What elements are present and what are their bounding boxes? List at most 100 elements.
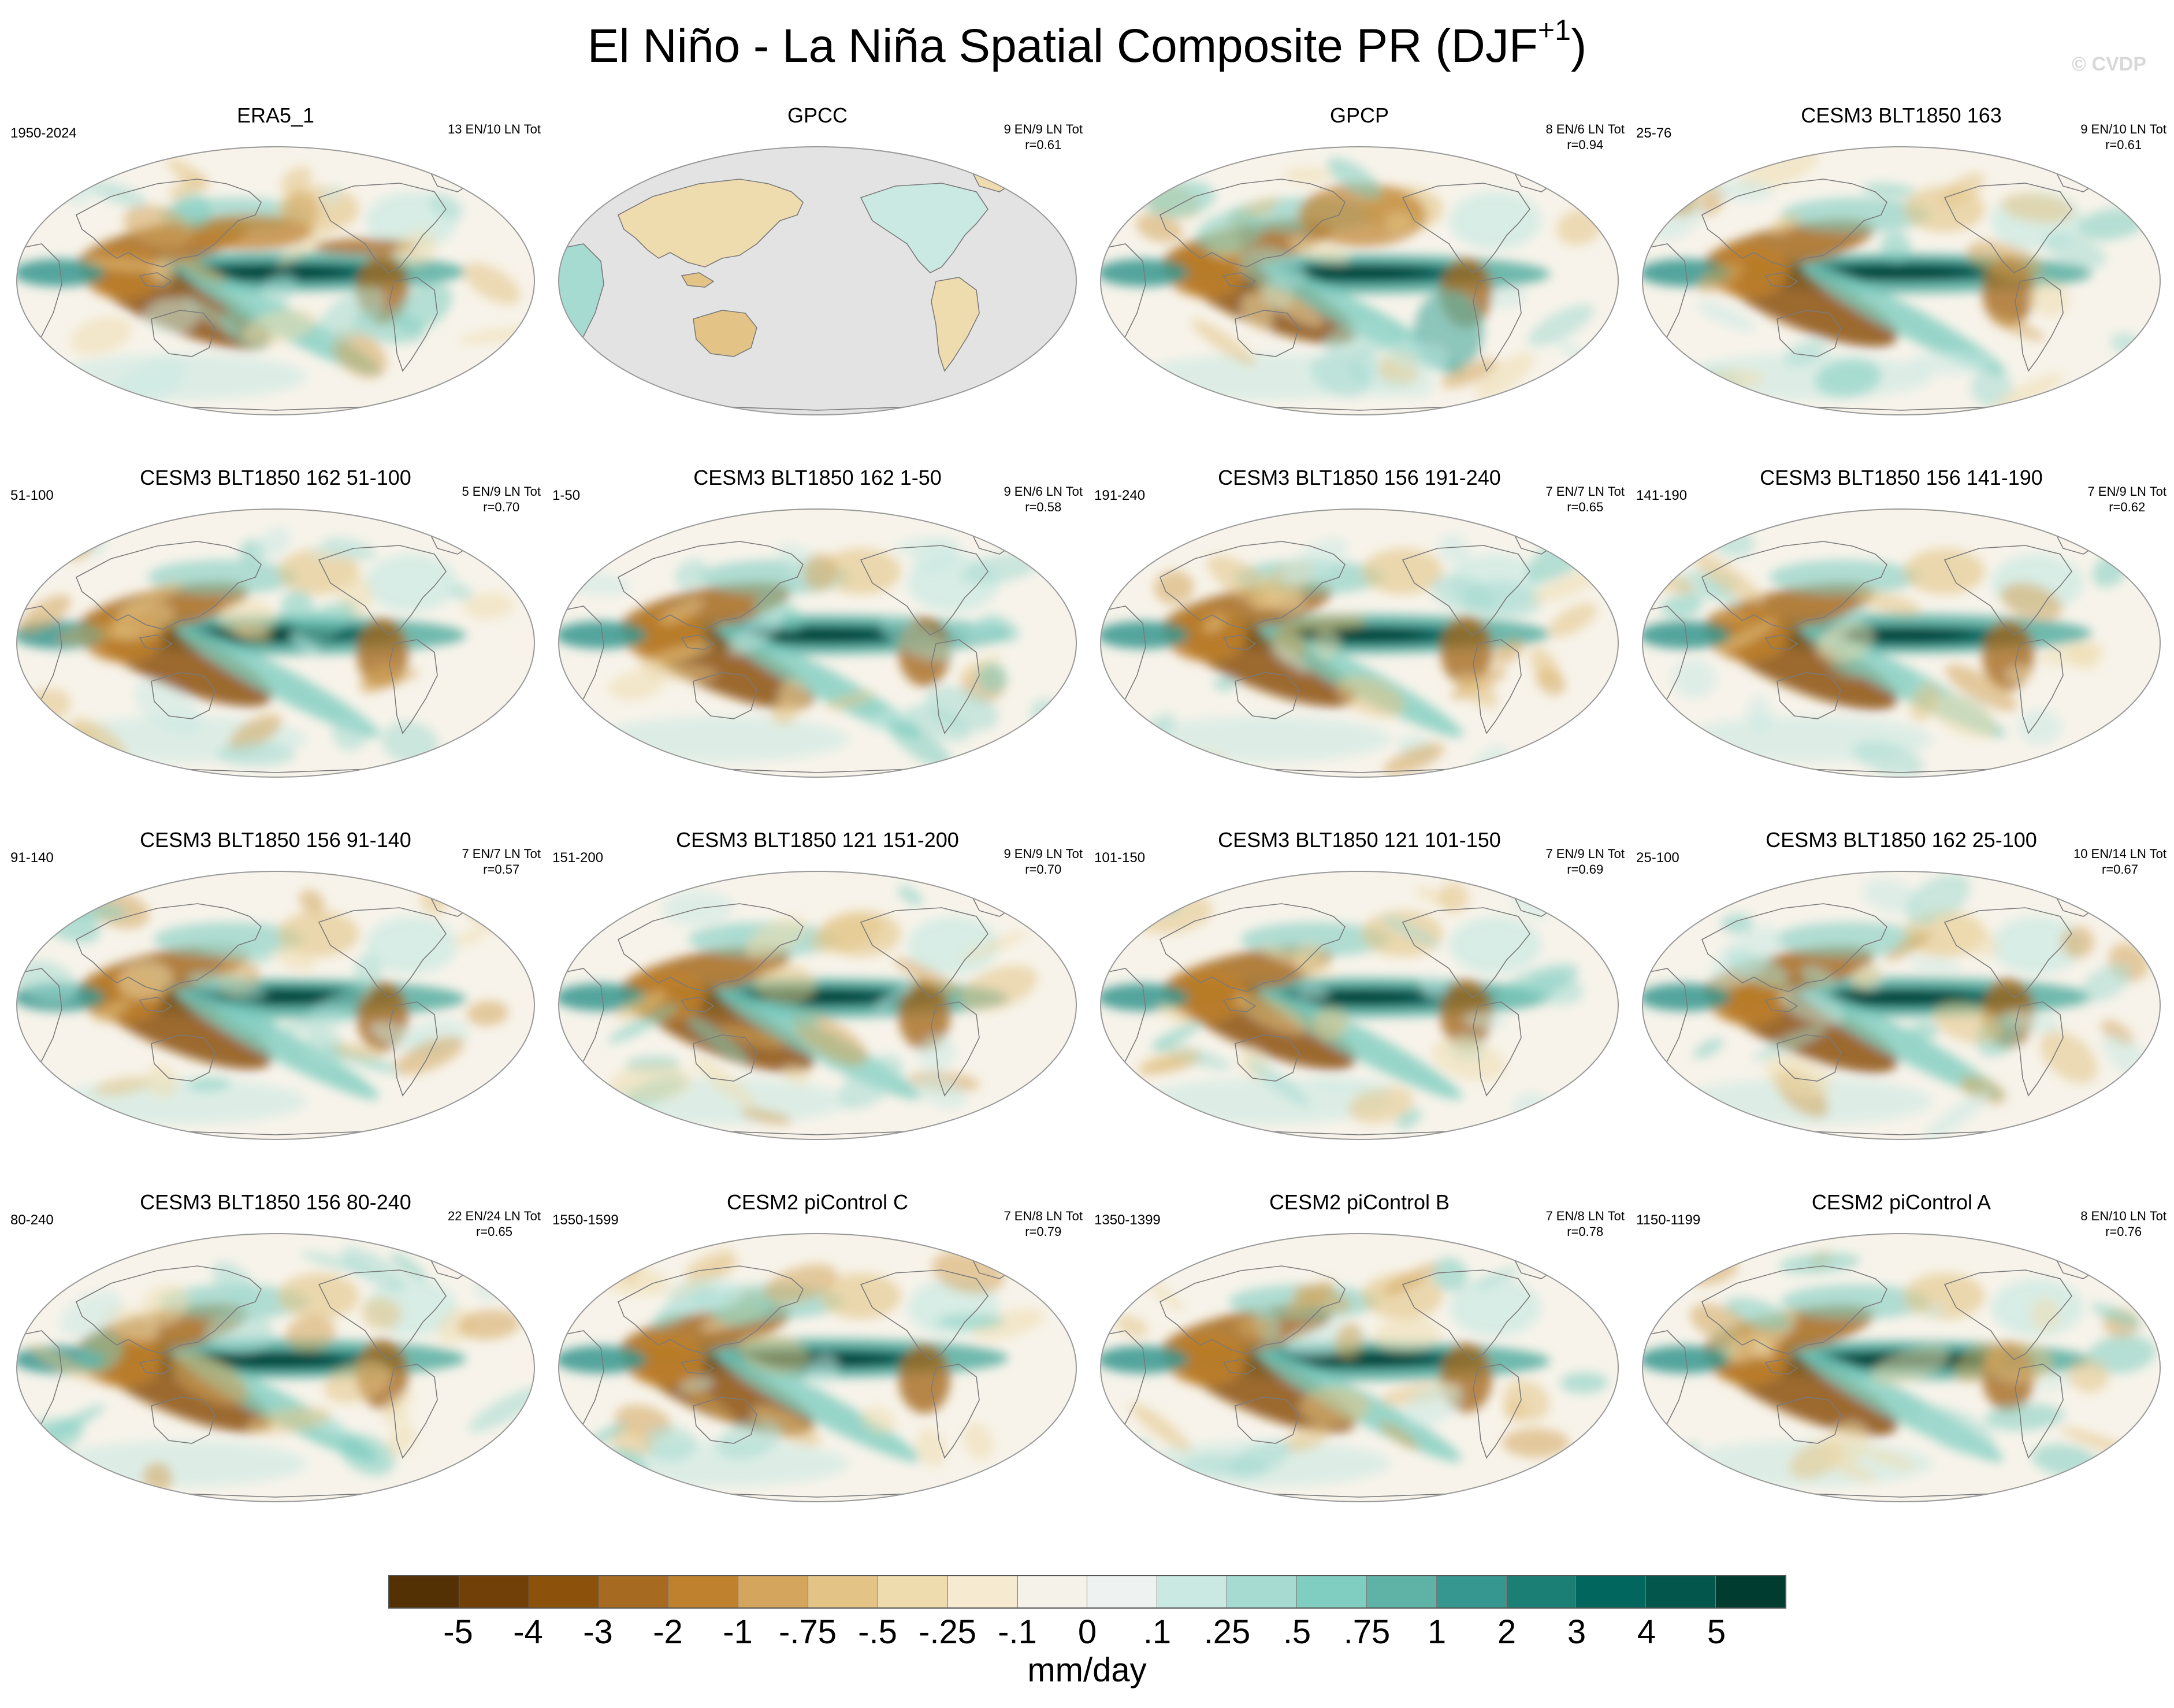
anomaly-field — [1660, 594, 1703, 618]
map-outline — [1100, 146, 1619, 415]
anomaly-field — [686, 1016, 749, 1064]
pattern-correlation: r=0.76 — [2105, 1224, 2142, 1239]
anomaly-field — [242, 309, 317, 345]
anomaly-field — [2093, 1457, 2121, 1481]
coastline — [1402, 1269, 1530, 1360]
anomaly-field — [1348, 1086, 1414, 1124]
anomaly-field — [2068, 1358, 2109, 1393]
anomaly-field — [1207, 555, 1281, 608]
panel-title: CESM3 BLT1850 162 51-100 — [140, 466, 411, 489]
anomaly-field — [88, 180, 147, 207]
anomaly-field — [1856, 591, 1921, 615]
anomaly-field — [2031, 1297, 2060, 1331]
anomaly-field — [218, 599, 276, 638]
pattern-correlation: r=0.65 — [475, 1224, 512, 1239]
coastline — [1943, 545, 2072, 636]
anomaly-field — [313, 239, 417, 255]
anomaly-field — [1642, 621, 1731, 649]
title-close: ) — [1570, 20, 1587, 72]
anomaly-field — [763, 1264, 837, 1304]
anomaly-field — [308, 986, 373, 1020]
anomaly-field — [428, 193, 464, 220]
map-outline — [1642, 1233, 2161, 1502]
anomaly-field — [943, 620, 1002, 645]
anomaly-field — [820, 548, 901, 595]
coastline — [1222, 1359, 1257, 1375]
anomaly-field — [720, 1026, 785, 1048]
anomaly-field — [2090, 1303, 2143, 1328]
coastline — [1159, 903, 1346, 992]
anomaly-field — [1247, 1058, 1310, 1107]
panel-years: 1950-2024 — [10, 125, 77, 141]
colorbar-swatch — [1576, 1576, 1647, 1607]
coastline — [389, 639, 438, 734]
anomaly-field — [144, 299, 199, 333]
map-panel: CESM3 BLT1850 121 151-200 151-200 9 EN/9 L… — [549, 827, 1086, 1180]
anomaly-field — [1696, 300, 1756, 331]
map-panel: CESM3 BLT1850 156 91-140 91-140 7 EN/7 LN … — [7, 827, 544, 1180]
colorbar-tick-label: 3 — [1567, 1613, 1586, 1651]
anomaly-field — [1904, 548, 1985, 595]
colorbar-swatch — [1017, 1576, 1088, 1607]
anomaly-field — [1671, 659, 1717, 699]
map-panel: CESM3 BLT1850 162 1-50 1-50 9 EN/6 LN Tot r… — [549, 465, 1086, 818]
anomaly-field — [1312, 629, 1340, 658]
anomaly-field — [300, 1252, 371, 1273]
anomaly-field — [466, 1000, 509, 1026]
anomaly-field — [898, 1344, 950, 1414]
anomaly-field — [458, 1309, 521, 1340]
colorbar-swatch — [599, 1576, 669, 1607]
colorbar-swatch — [947, 1576, 1018, 1607]
anomaly-field — [907, 705, 971, 742]
anomaly-field — [2039, 643, 2105, 666]
coastline — [1701, 179, 1887, 268]
anomaly-field — [1101, 621, 1189, 649]
anomaly-field — [1449, 916, 1541, 974]
anomaly-field — [612, 1102, 638, 1130]
colorbar-tick-label: -.5 — [858, 1613, 897, 1651]
anomaly-field — [693, 1056, 757, 1109]
coastline — [1101, 1330, 1146, 1430]
anomaly-field — [595, 716, 849, 762]
anomaly-field — [1528, 304, 1594, 347]
anomaly-field — [396, 231, 437, 268]
anomaly-field — [1380, 915, 1441, 948]
coastline — [1235, 672, 1299, 719]
map-outline — [1100, 1233, 1619, 1502]
coastline — [1943, 183, 2072, 273]
anomaly-field — [961, 931, 1029, 961]
map-panel: CESM2 piControl A 1150-1199 8 EN/10 LN Tot… — [1633, 1190, 2170, 1542]
coastline — [617, 179, 804, 268]
anomaly-field — [17, 960, 78, 1003]
anomaly-field — [861, 1406, 897, 1434]
panel-stats: 7 EN/9 LN Tot r=0.69 — [1545, 846, 1625, 877]
anomaly-field — [1294, 1285, 1351, 1312]
anomaly-field — [463, 262, 521, 305]
anomaly-field — [643, 1425, 697, 1462]
anomaly-field — [324, 1360, 391, 1403]
anomaly-field — [1383, 742, 1445, 776]
coastline — [75, 1265, 262, 1354]
coastline — [1777, 672, 1841, 719]
anomaly-field — [18, 595, 72, 634]
anomaly-field — [1712, 180, 1774, 202]
anomaly-field — [1752, 1338, 1775, 1360]
anomaly-field — [1738, 149, 1820, 190]
panel-stats: 7 EN/9 LN Tot r=0.62 — [2087, 484, 2166, 515]
coastline — [389, 277, 438, 372]
anomaly-field — [874, 983, 915, 1011]
anomaly-field — [463, 592, 514, 620]
anomaly-field — [1642, 1443, 1699, 1477]
pattern-correlation: r=0.69 — [1567, 862, 1604, 877]
colorbar-tick-label: -.75 — [779, 1613, 837, 1651]
coastline — [1764, 997, 1798, 1012]
anomaly-field — [29, 1345, 96, 1382]
panel-years: 1550-1599 — [552, 1212, 619, 1228]
anomaly-field — [332, 1042, 386, 1059]
anomaly-field — [608, 671, 664, 701]
anomaly-field — [1240, 922, 1391, 957]
pattern-correlation: r=0.78 — [1567, 1224, 1604, 1239]
colorbar-swatch — [1436, 1576, 1507, 1607]
anomaly-field — [315, 287, 384, 346]
event-counts: 7 EN/7 LN Tot — [1545, 484, 1625, 499]
